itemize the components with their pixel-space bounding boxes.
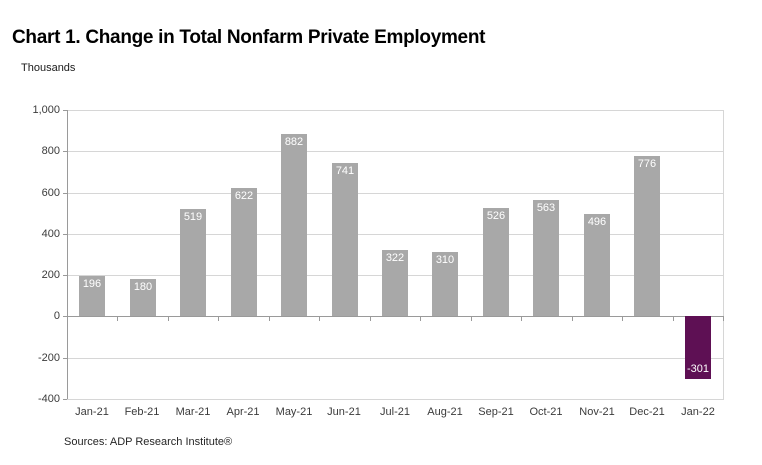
bar-mar-21 xyxy=(180,209,206,316)
x-axis-category-label: Jul-21 xyxy=(380,406,410,418)
bar-jan-22 xyxy=(685,316,711,379)
bar-oct-21 xyxy=(533,200,559,316)
x-axis-tick xyxy=(471,316,472,321)
x-axis-tick xyxy=(572,316,573,321)
y-axis-units-label: Thousands xyxy=(21,62,76,74)
x-axis-category-label: Nov-21 xyxy=(579,406,615,418)
x-axis-tick xyxy=(269,316,270,321)
y-axis-tick xyxy=(63,275,67,276)
y-axis-tick-label: 400 xyxy=(41,228,60,240)
x-axis-tick xyxy=(521,316,522,321)
gridline xyxy=(67,234,723,235)
x-axis-tick xyxy=(673,316,674,321)
gridline xyxy=(67,193,723,194)
x-axis-category-label: May-21 xyxy=(275,406,313,418)
y-axis-tick xyxy=(63,234,67,235)
y-axis-tick-label: 1,000 xyxy=(32,104,60,116)
zero-gridline xyxy=(67,316,723,317)
y-axis-tick xyxy=(63,193,67,194)
source-note: Sources: ADP Research Institute® xyxy=(64,436,233,448)
y-axis-line xyxy=(67,110,68,399)
x-axis-tick xyxy=(370,316,371,321)
x-axis-category-label: Aug-21 xyxy=(427,406,463,418)
gridline xyxy=(67,358,723,359)
bar-value-label: 196 xyxy=(82,278,102,290)
bar-feb-21 xyxy=(130,279,156,316)
bar-value-label: -301 xyxy=(686,363,710,375)
bar-aug-21 xyxy=(432,252,458,316)
bar-value-label: 563 xyxy=(536,202,556,214)
x-axis-category-label: Jan-21 xyxy=(75,406,109,418)
plot-right-border xyxy=(723,110,724,400)
x-axis-category-label: Jun-21 xyxy=(327,406,361,418)
x-axis-tick xyxy=(218,316,219,321)
y-axis-tick xyxy=(63,358,67,359)
bar-jul-21 xyxy=(382,250,408,316)
x-axis-category-label: Jan-22 xyxy=(681,406,715,418)
y-axis-tick-label: 200 xyxy=(41,269,60,281)
bar-value-label: 496 xyxy=(587,216,607,228)
bar-value-label: 322 xyxy=(385,252,405,264)
y-axis-tick xyxy=(63,399,67,400)
bar-may-21 xyxy=(281,134,307,316)
x-axis-category-label: Sep-21 xyxy=(478,406,514,418)
x-axis-category-label: Oct-21 xyxy=(529,406,563,418)
y-axis-tick xyxy=(63,151,67,152)
y-axis-tick-label: 800 xyxy=(41,145,60,157)
bar-value-label: 310 xyxy=(435,254,455,266)
y-axis-tick-label: 0 xyxy=(53,310,60,322)
bar-value-label: 776 xyxy=(637,158,657,170)
x-axis-tick xyxy=(723,316,724,321)
gridline xyxy=(67,110,723,111)
chart-title: Chart 1. Change in Total Nonfarm Private… xyxy=(12,27,486,48)
y-axis-tick xyxy=(63,110,67,111)
bar-sep-21 xyxy=(483,208,509,316)
bar-jun-21 xyxy=(332,163,358,316)
x-axis-tick xyxy=(319,316,320,321)
y-axis-tick-label: -200 xyxy=(37,352,60,364)
x-axis-tick xyxy=(420,316,421,321)
x-axis-tick xyxy=(168,316,169,321)
y-axis-tick-label: -400 xyxy=(37,393,60,405)
bar-nov-21 xyxy=(584,214,610,316)
x-axis-tick xyxy=(117,316,118,321)
x-axis-category-label: Apr-21 xyxy=(226,406,260,418)
bar-value-label: 882 xyxy=(284,136,304,148)
y-axis-tick-label: 600 xyxy=(41,187,60,199)
bar-value-label: 622 xyxy=(234,190,254,202)
gridline xyxy=(67,399,723,400)
bar-value-label: 180 xyxy=(133,281,153,293)
gridline xyxy=(67,151,723,152)
bar-value-label: 526 xyxy=(486,210,506,222)
x-axis-category-label: Dec-21 xyxy=(629,406,665,418)
x-axis-tick xyxy=(622,316,623,321)
y-axis-tick xyxy=(63,316,67,317)
x-axis-tick xyxy=(67,316,68,321)
bar-dec-21 xyxy=(634,156,660,316)
bar-value-label: 519 xyxy=(183,211,203,223)
x-axis-category-label: Mar-21 xyxy=(175,406,211,418)
bar-apr-21 xyxy=(231,188,257,316)
bar-jan-21 xyxy=(79,276,105,316)
x-axis-category-label: Feb-21 xyxy=(124,406,160,418)
bar-value-label: 741 xyxy=(335,165,355,177)
